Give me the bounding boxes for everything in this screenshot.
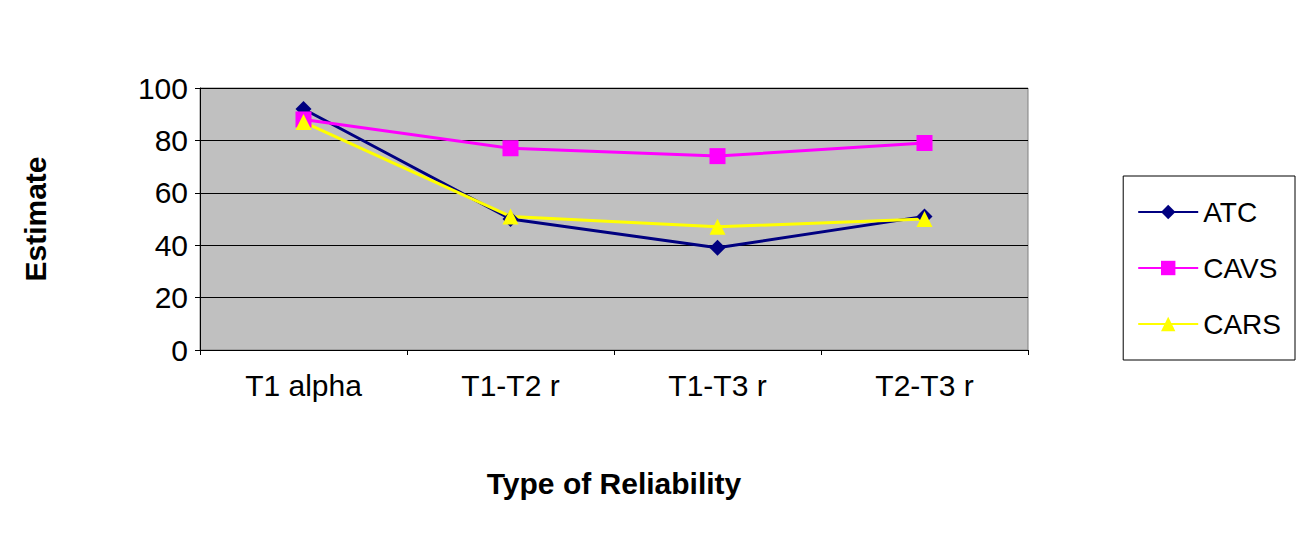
svg-text:CARS: CARS bbox=[1203, 309, 1281, 340]
svg-text:40: 40 bbox=[155, 229, 188, 262]
svg-text:T1-T2 r: T1-T2 r bbox=[461, 369, 559, 402]
svg-text:ATC: ATC bbox=[1203, 197, 1257, 228]
svg-text:CAVS: CAVS bbox=[1203, 253, 1277, 284]
svg-text:60: 60 bbox=[155, 176, 188, 209]
svg-text:Type of Reliability: Type of Reliability bbox=[487, 467, 742, 500]
svg-text:T1-T3 r: T1-T3 r bbox=[668, 369, 766, 402]
svg-text:100: 100 bbox=[138, 72, 188, 105]
svg-text:T1 alpha: T1 alpha bbox=[245, 369, 362, 402]
svg-text:0: 0 bbox=[171, 334, 188, 367]
svg-text:20: 20 bbox=[155, 281, 188, 314]
svg-text:T2-T3 r: T2-T3 r bbox=[875, 369, 973, 402]
svg-text:Estimate: Estimate bbox=[19, 156, 52, 281]
svg-text:80: 80 bbox=[155, 124, 188, 157]
